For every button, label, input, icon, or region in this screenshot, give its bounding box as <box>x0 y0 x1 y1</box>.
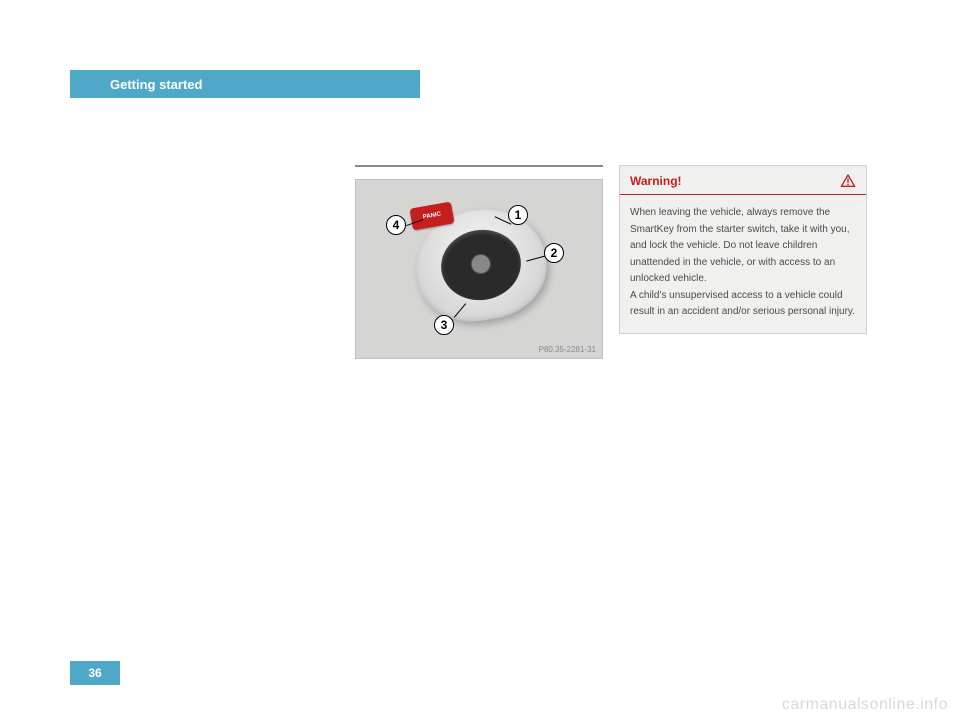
key-figure-inner: PANIC 1 2 3 4 P80.35-2281-31 <box>355 179 603 359</box>
warning-triangle-icon <box>840 173 856 189</box>
warning-title: Warning! <box>630 174 682 188</box>
warning-body: When leaving the vehicle, always remove … <box>620 195 866 333</box>
callout-1: 1 <box>508 205 528 225</box>
callout-3: 3 <box>434 315 454 335</box>
smartkey-button-area <box>436 224 527 307</box>
callout-2: 2 <box>544 243 564 263</box>
warning-box: Warning! When leaving the vehicle, alway… <box>619 165 867 334</box>
section-header-text: Getting started <box>110 77 202 92</box>
warning-header: Warning! <box>620 166 866 195</box>
watermark: carmanualsonline.info <box>782 696 948 714</box>
callout-4: 4 <box>386 215 406 235</box>
key-figure: PANIC 1 2 3 4 P80.35-2281-31 <box>355 165 603 360</box>
mercedes-logo-icon <box>469 252 492 275</box>
page-number: 36 <box>70 661 120 685</box>
section-header-bar: Getting started <box>70 70 420 98</box>
image-code: P80.35-2281-31 <box>539 345 596 354</box>
